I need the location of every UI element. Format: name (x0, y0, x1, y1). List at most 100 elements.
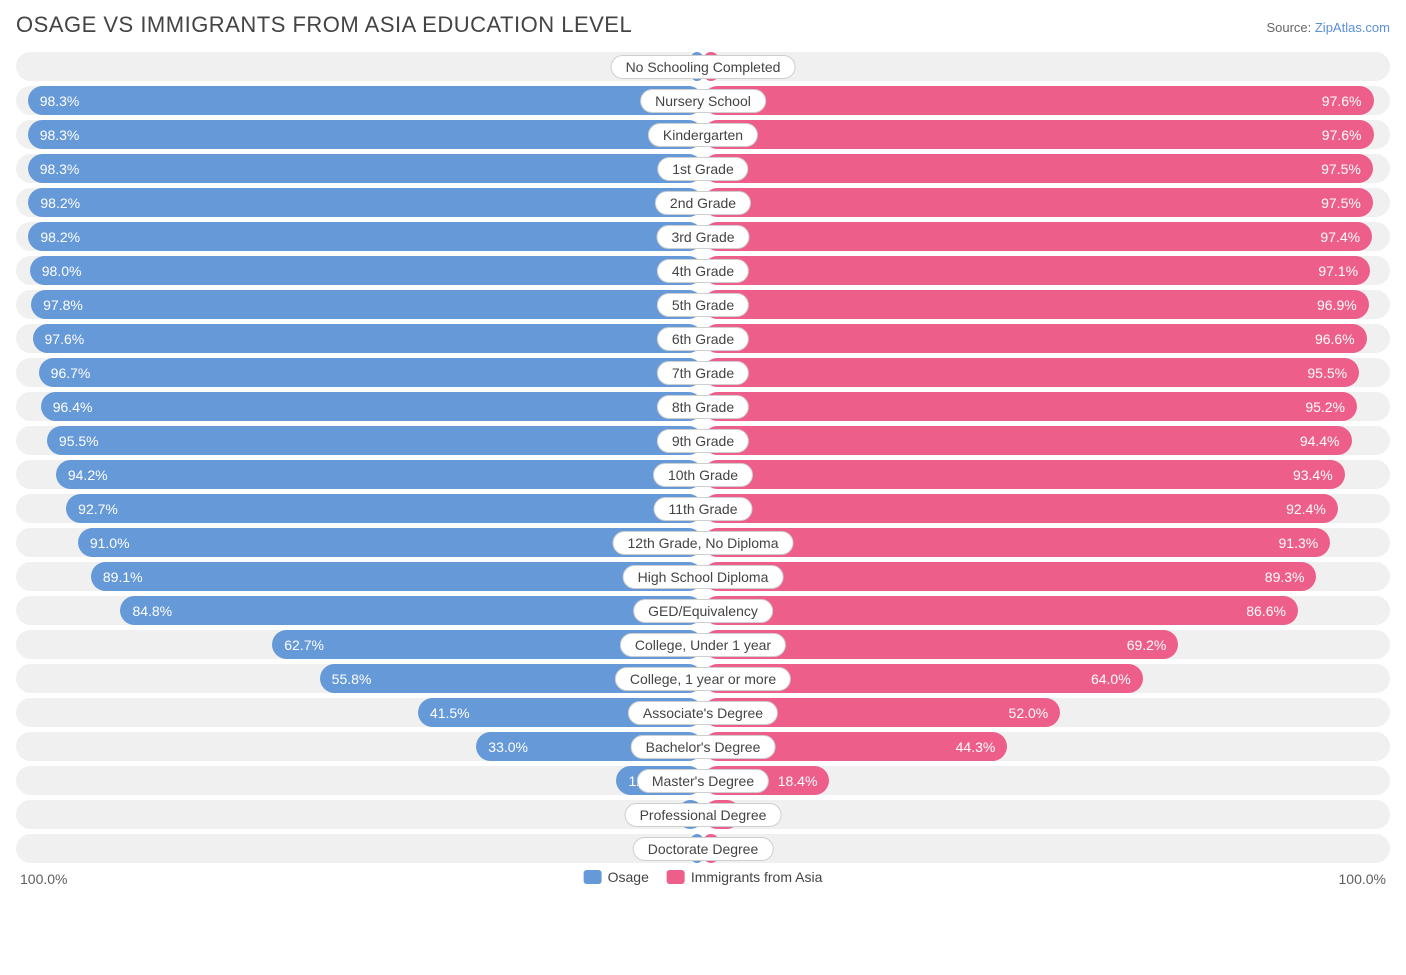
value-left: 96.4% (41, 399, 105, 415)
category-label: Nursery School (640, 89, 766, 113)
value-right: 91.3% (1267, 535, 1331, 551)
track-left (16, 52, 703, 81)
chart-row: 98.3% 97.6% Nursery School (16, 86, 1390, 115)
value-right: 97.1% (1306, 263, 1370, 279)
chart-row: 62.7%69.2%College, Under 1 year (16, 630, 1390, 659)
chart-footer: 100.0% 100.0% Osage Immigrants from Asia (16, 869, 1390, 895)
bar-left: 89.1% (91, 562, 703, 591)
legend-label: Osage (608, 869, 649, 885)
value-right: 94.4% (1288, 433, 1352, 449)
chart-row: 98.3%97.6%Kindergarten (16, 120, 1390, 149)
chart-row: 96.7% 95.5%7th Grade (16, 358, 1390, 387)
value-right: 97.4% (1308, 229, 1372, 245)
category-label: College, Under 1 year (620, 633, 786, 657)
value-left: 84.8% (120, 603, 184, 619)
chart-row: 92.7% 92.4% 11th Grade (16, 494, 1390, 523)
value-right: 52.0% (997, 705, 1061, 721)
bar-right: 95.5% (703, 358, 1359, 387)
value-left: 55.8% (320, 671, 384, 687)
track-right (703, 800, 1390, 829)
category-label: 6th Grade (657, 327, 749, 351)
track-right (703, 834, 1390, 863)
value-left: 92.7% (66, 501, 130, 517)
chart-row: 12.6%18.4%Master's Degree (16, 766, 1390, 795)
category-label: 7th Grade (657, 361, 749, 385)
chart-row: 98.3%97.5%1st Grade (16, 154, 1390, 183)
bar-right: 96.6% (703, 324, 1367, 353)
value-left: 97.8% (31, 297, 95, 313)
chart-row: 33.0%44.3%Bachelor's Degree (16, 732, 1390, 761)
value-right: 97.6% (1310, 93, 1374, 109)
category-label: College, 1 year or more (615, 667, 791, 691)
axis-label-right: 100.0% (1339, 871, 1386, 887)
category-label: Master's Degree (637, 769, 769, 793)
chart-row: 98.0%97.1%4th Grade (16, 256, 1390, 285)
bar-right: 86.6% (703, 596, 1298, 625)
legend-item: Osage (584, 869, 649, 885)
value-left: 98.0% (30, 263, 94, 279)
chart-row: 1.7%2.4%Doctorate Degree (16, 834, 1390, 863)
bar-right: 96.9% (703, 290, 1369, 319)
legend: Osage Immigrants from Asia (584, 869, 823, 885)
value-left: 98.2% (28, 195, 92, 211)
chart-row: 95.5% 94.4% 9th Grade (16, 426, 1390, 455)
value-left: 98.3% (28, 93, 92, 109)
category-label: High School Diploma (623, 565, 784, 589)
bar-left: 98.0% (30, 256, 703, 285)
value-right: 18.4% (766, 773, 830, 789)
bar-right: 97.5% (703, 188, 1373, 217)
source-prefix: Source: (1266, 20, 1314, 35)
value-left: 91.0% (78, 535, 142, 551)
chart-row: 1.8%2.4%No Schooling Completed (16, 52, 1390, 81)
bar-left: 84.8% (120, 596, 703, 625)
chart-rows: 1.8%2.4%No Schooling Completed 98.3% 97.6%… (16, 52, 1390, 863)
category-label: 11th Grade (653, 497, 752, 521)
bar-left: 96.7% (39, 358, 703, 387)
bar-right: 91.3% (703, 528, 1330, 557)
legend-item: Immigrants from Asia (667, 869, 822, 885)
value-left: 98.2% (28, 229, 92, 245)
value-right: 97.6% (1310, 127, 1374, 143)
source-link[interactable]: ZipAtlas.com (1315, 20, 1390, 35)
bar-left: 97.6% (33, 324, 704, 353)
axis-label-left: 100.0% (20, 871, 67, 887)
value-right: 44.3% (944, 739, 1008, 755)
value-left: 41.5% (418, 705, 482, 721)
value-right: 92.4% (1274, 501, 1338, 517)
category-label: 2nd Grade (655, 191, 751, 215)
value-right: 89.3% (1253, 569, 1317, 585)
value-left: 89.1% (91, 569, 155, 585)
category-label: No Schooling Completed (611, 55, 796, 79)
chart-row: 94.2% 93.4% 10th Grade (16, 460, 1390, 489)
bar-right: 97.1% (703, 256, 1370, 285)
track-left (16, 834, 703, 863)
value-right: 97.5% (1309, 161, 1373, 177)
value-right: 96.9% (1305, 297, 1369, 313)
chart-row: 98.2%97.4%3rd Grade (16, 222, 1390, 251)
value-left: 97.6% (33, 331, 97, 347)
bar-right: 97.6% (703, 120, 1374, 149)
chart-row: 97.8% 96.9% 5th Grade (16, 290, 1390, 319)
category-label: Professional Degree (625, 803, 782, 827)
category-label: 9th Grade (657, 429, 749, 453)
chart-row: 98.2% 97.5%2nd Grade (16, 188, 1390, 217)
chart-row: 84.8% 86.6%GED/Equivalency (16, 596, 1390, 625)
bar-right: 97.4% (703, 222, 1372, 251)
bar-left: 95.5% (47, 426, 703, 455)
category-label: 1st Grade (657, 157, 748, 181)
category-label: Associate's Degree (628, 701, 778, 725)
value-right: 93.4% (1281, 467, 1345, 483)
value-left: 98.3% (28, 127, 92, 143)
chart-row: 41.5% 52.0% Associate's Degree (16, 698, 1390, 727)
bar-right: 89.3% (703, 562, 1316, 591)
bar-right: 93.4% (703, 460, 1345, 489)
chart-row: 3.7%5.5%Professional Degree (16, 800, 1390, 829)
value-left: 96.7% (39, 365, 103, 381)
category-label: 5th Grade (657, 293, 749, 317)
category-label: GED/Equivalency (633, 599, 773, 623)
bar-left: 91.0% (78, 528, 703, 557)
bar-left: 94.2% (56, 460, 703, 489)
chart-title: OSAGE VS IMMIGRANTS FROM ASIA EDUCATION … (16, 12, 632, 38)
category-label: 12th Grade, No Diploma (613, 531, 794, 555)
category-label: 10th Grade (653, 463, 753, 487)
